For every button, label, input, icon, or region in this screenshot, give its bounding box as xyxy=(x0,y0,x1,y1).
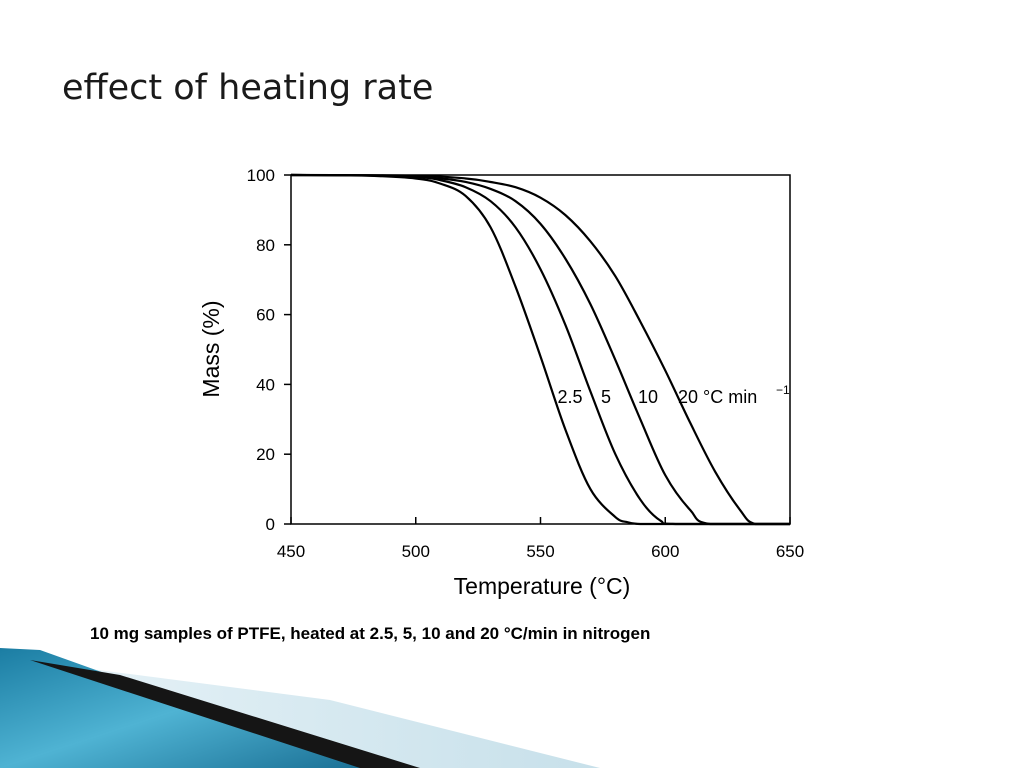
rate-annotation: 2.5 5 10 20 °C min −1 xyxy=(557,383,790,407)
rate-label-10: 10 xyxy=(638,387,658,407)
curve-2-5 xyxy=(290,173,790,526)
slide-title: effect of heating rate xyxy=(62,68,434,108)
x-tick-label: 500 xyxy=(402,542,430,561)
x-axis-label: Temperature (°C) xyxy=(454,573,631,599)
y-tick-label: 0 xyxy=(266,515,275,534)
figure-caption: 10 mg samples of PTFE, heated at 2.5, 5,… xyxy=(90,624,651,643)
y-tick-label: 40 xyxy=(256,375,275,394)
curve-20 xyxy=(290,173,790,526)
x-tick-label: 600 xyxy=(651,542,679,561)
axis-ticks xyxy=(284,174,791,525)
y-tick-label: 60 xyxy=(256,306,275,325)
rate-unit-superscript: −1 xyxy=(776,383,790,397)
axis-tick-labels: 450 500 550 600 650 0 20 40 60 80 100 xyxy=(247,166,805,561)
rate-label-2-5: 2.5 xyxy=(557,387,582,407)
curve-10 xyxy=(290,173,790,526)
x-tick-label: 550 xyxy=(526,542,554,561)
y-tick-label: 100 xyxy=(247,166,275,185)
x-tick-label: 450 xyxy=(277,542,305,561)
y-tick-label: 20 xyxy=(256,445,275,464)
x-tick-label: 650 xyxy=(776,542,804,561)
y-axis-label: Mass (%) xyxy=(198,300,224,397)
curves-group xyxy=(290,173,790,526)
rate-label-5: 5 xyxy=(601,387,611,407)
rate-unit-label: °C min xyxy=(703,387,757,407)
swoosh-light-band xyxy=(60,665,600,768)
rate-label-20: 20 xyxy=(678,387,698,407)
y-tick-label: 80 xyxy=(256,236,275,255)
swoosh-dark-band xyxy=(30,660,420,768)
